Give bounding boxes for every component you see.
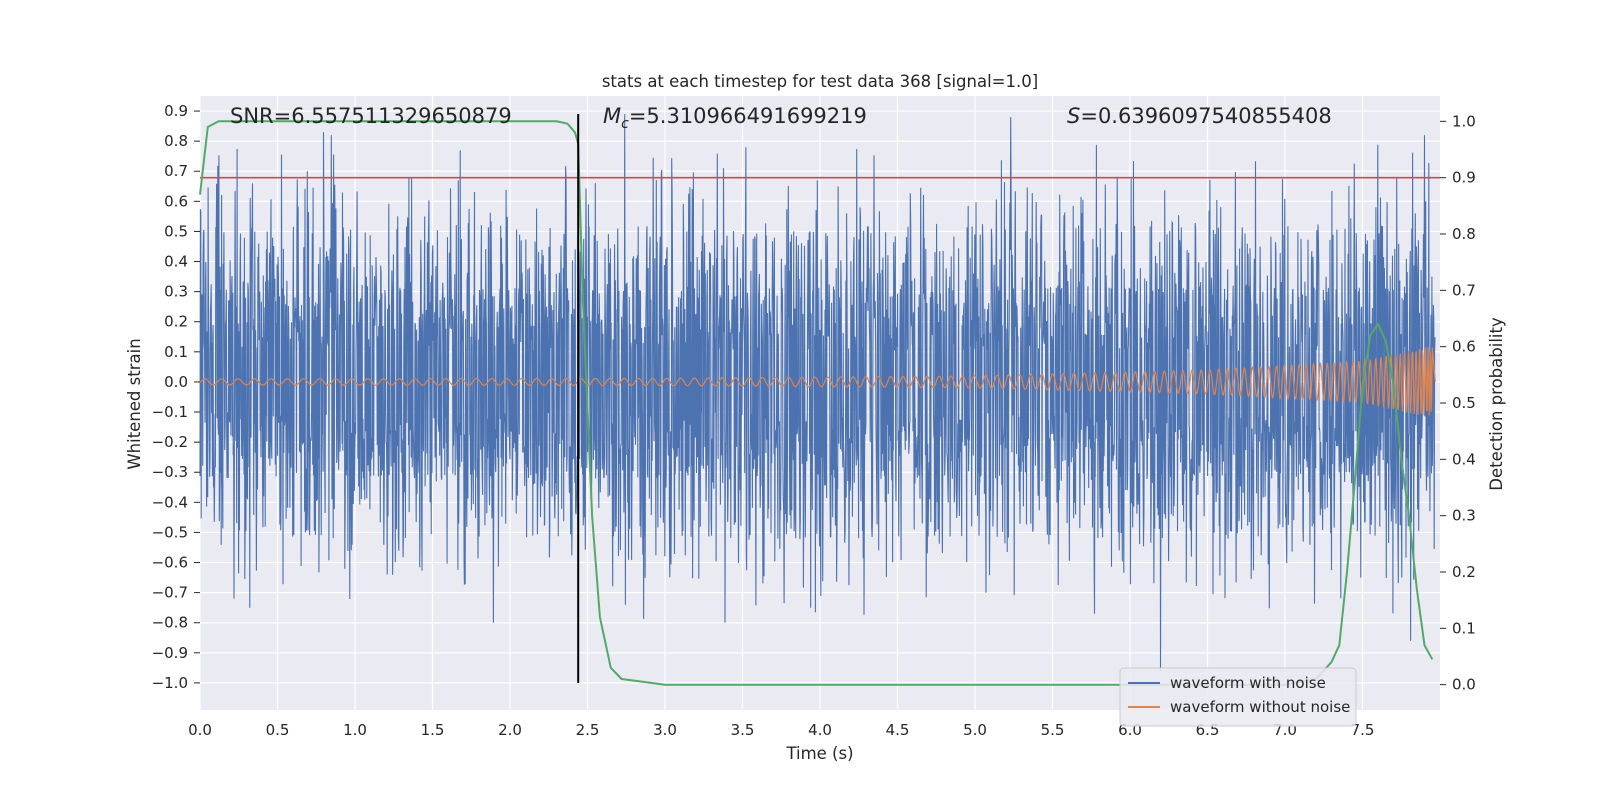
x-tick-label: 2.5 bbox=[576, 721, 600, 739]
series-waveform-with-noise bbox=[199, 114, 1436, 671]
x-axis-label: Time (s) bbox=[785, 744, 853, 763]
mc-value: =5.310966491699219 bbox=[629, 104, 867, 128]
y-tick-label: 0.2 bbox=[164, 313, 188, 331]
y-tick-label: −1.0 bbox=[152, 674, 188, 692]
y-tick-label: −0.2 bbox=[152, 433, 188, 451]
y-tick-label: 0.4 bbox=[164, 253, 188, 271]
mc-subscript: c bbox=[621, 116, 629, 132]
x-tick-label: 4.0 bbox=[808, 721, 832, 739]
y2-tick-label: 0.6 bbox=[1452, 338, 1476, 356]
series-layer bbox=[199, 114, 1440, 686]
x-tick-label: 5.5 bbox=[1041, 721, 1065, 739]
legend-box bbox=[1119, 667, 1357, 727]
y2-tick-label: 1.0 bbox=[1452, 112, 1476, 130]
y-axis-label: Whitened strain bbox=[125, 338, 144, 469]
y2-tick-label: 0.8 bbox=[1452, 225, 1476, 243]
ticks: 0.0 0.5 1.0 1.5 2.0 2.5 3.0 3.5 4.0 4.5 5.0 5.5 6.0 6… bbox=[152, 102, 1476, 739]
y-tick-label: −0.7 bbox=[152, 584, 188, 602]
x-tick-label: 0.5 bbox=[266, 721, 290, 739]
y-tick-label: 0.0 bbox=[164, 373, 188, 391]
mc-symbol: M bbox=[603, 104, 621, 128]
s-annotation: S=0.6396097540855408 bbox=[1067, 104, 1332, 128]
y-tick-label: −0.1 bbox=[152, 403, 188, 421]
y-tick-label: 0.6 bbox=[164, 192, 188, 210]
y2-tick-label: 0.0 bbox=[1452, 676, 1476, 694]
legend: waveform with noise waveform without noi… bbox=[1119, 667, 1357, 727]
y2-tick-label: 0.1 bbox=[1452, 619, 1476, 637]
y-tick-label: −0.9 bbox=[152, 644, 188, 662]
mc-annotation: Mc=5.310966491699219 bbox=[603, 104, 867, 132]
y-tick-label: −0.3 bbox=[152, 463, 188, 481]
y-tick-label: −0.6 bbox=[152, 554, 188, 572]
legend-label-noise: waveform with noise bbox=[1170, 674, 1326, 692]
y2-tick-label: 0.4 bbox=[1452, 450, 1476, 468]
x-tick-label: 0.0 bbox=[188, 721, 212, 739]
series-waveform-without-noise bbox=[199, 346, 1436, 416]
x-tick-label: 3.0 bbox=[653, 721, 677, 739]
x-tick-label: 1.5 bbox=[421, 721, 445, 739]
x-tick-label: 7.5 bbox=[1351, 721, 1375, 739]
y-tick-label: −0.8 bbox=[152, 614, 188, 632]
y-tick-label: 0.9 bbox=[164, 102, 188, 120]
y-tick-label: −0.5 bbox=[152, 523, 188, 541]
s-symbol: S bbox=[1067, 104, 1080, 128]
y-tick-label: 0.1 bbox=[164, 343, 188, 361]
legend-label-clean: waveform without noise bbox=[1170, 698, 1350, 716]
x-tick-label: 3.5 bbox=[731, 721, 755, 739]
y-tick-label: 0.5 bbox=[164, 222, 188, 240]
x-tick-label: 1.0 bbox=[343, 721, 367, 739]
y-tick-label: 0.8 bbox=[164, 132, 188, 150]
y2-tick-label: 0.9 bbox=[1452, 169, 1476, 187]
y2-tick-label: 0.3 bbox=[1452, 507, 1476, 525]
y2-axis-label: Detection probability bbox=[1487, 317, 1506, 491]
y-tick-label: 0.3 bbox=[164, 283, 188, 301]
y2-tick-label: 0.2 bbox=[1452, 563, 1476, 581]
chart-title: stats at each timestep for test data 368… bbox=[602, 72, 1038, 91]
x-tick-label: 5.0 bbox=[963, 721, 987, 739]
s-value: =0.6396097540855408 bbox=[1080, 104, 1331, 128]
x-tick-label: 2.0 bbox=[498, 721, 522, 739]
x-tick-label: 4.5 bbox=[886, 721, 910, 739]
series-detection-probability bbox=[199, 120, 1434, 686]
y-tick-label: 0.7 bbox=[164, 162, 188, 180]
y2-tick-label: 0.7 bbox=[1452, 281, 1476, 299]
y-tick-label: −0.4 bbox=[152, 493, 188, 511]
snr-annotation: SNR=6.557511329650879 bbox=[230, 104, 512, 128]
y2-tick-label: 0.5 bbox=[1452, 394, 1476, 412]
